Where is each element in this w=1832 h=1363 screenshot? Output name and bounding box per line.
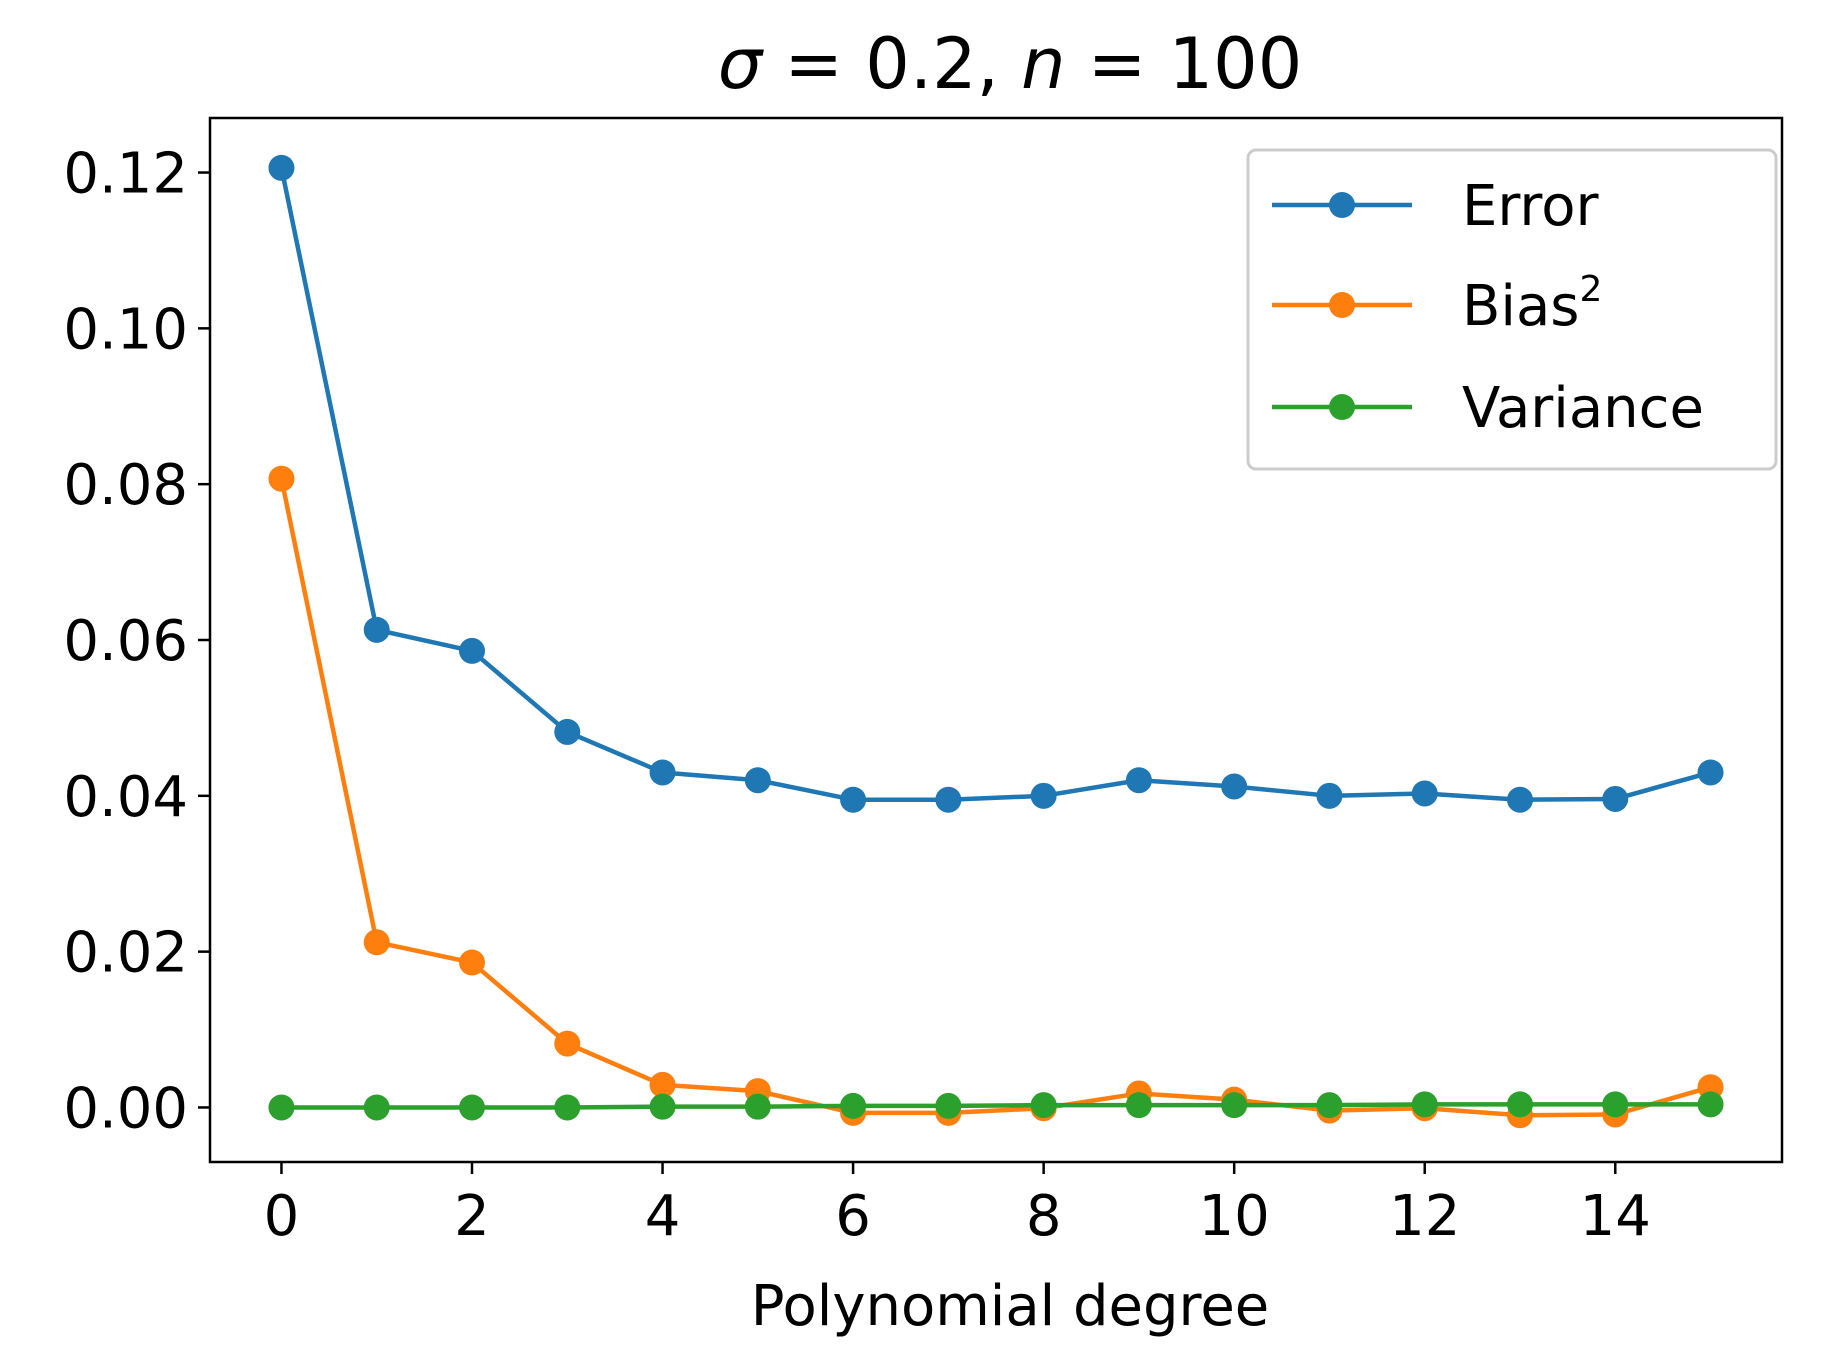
title-n-value: = 100 — [1065, 23, 1302, 105]
data-point-variance-1 — [363, 1094, 390, 1121]
data-point-bias-4 — [649, 1071, 676, 1098]
data-point-error-4 — [649, 759, 676, 786]
x-tick-label-0: 0 — [264, 1184, 300, 1249]
axes-layer: 0 2 4 6 8 10 12 14 0.00 0.02 0.04 0.06 0.08 0.10 0.12 — [63, 116, 1784, 1249]
legend-marker-bias — [1329, 292, 1355, 318]
data-point-variance-15 — [1697, 1091, 1724, 1118]
chart-legend: Error Bias2 Variance — [1246, 148, 1778, 471]
y-tick-label-0.08: 0.08 — [63, 453, 188, 518]
series-line-variance — [281, 1102, 1711, 1110]
data-point-error-8 — [1030, 782, 1057, 809]
y-tick-label-0.10: 0.10 — [63, 297, 188, 362]
legend-marker-variance — [1329, 394, 1355, 420]
data-point-error-9 — [1125, 767, 1152, 794]
series-line-error — [279, 167, 1712, 802]
legend-label-error: Error — [1462, 174, 1599, 239]
legend-label-variance: Variance — [1462, 376, 1704, 441]
title-n-symbol: n — [1021, 23, 1065, 105]
data-point-variance-6 — [840, 1092, 867, 1119]
x-axis-label: Polynomial degree — [751, 1274, 1270, 1339]
data-point-error-1 — [363, 616, 390, 643]
data-point-bias-0 — [268, 465, 295, 492]
x-tick-label-10: 10 — [1199, 1184, 1270, 1249]
data-point-bias-3 — [554, 1030, 581, 1057]
data-point-error-7 — [935, 786, 962, 813]
legend-label-bias: Bias2 — [1462, 269, 1602, 339]
data-point-variance-14 — [1602, 1091, 1629, 1118]
series-line-bias — [279, 478, 1712, 1118]
data-point-error-0 — [268, 154, 295, 181]
data-point-bias-2 — [459, 949, 485, 976]
y-tick-label-0.12: 0.12 — [63, 142, 188, 207]
data-point-variance-12 — [1411, 1091, 1438, 1118]
y-tick-label-0.04: 0.04 — [63, 765, 188, 830]
data-point-error-12 — [1411, 780, 1438, 807]
data-point-error-5 — [744, 767, 771, 794]
y-tick-label-0.02: 0.02 — [63, 921, 188, 986]
x-tick-label-2: 2 — [454, 1184, 490, 1249]
data-point-error-2 — [459, 637, 485, 664]
data-point-error-10 — [1221, 773, 1248, 800]
x-tick-label-14: 14 — [1580, 1184, 1651, 1249]
series-layer — [268, 154, 1724, 1129]
data-point-error-13 — [1507, 786, 1533, 813]
data-point-variance-0 — [268, 1094, 295, 1121]
x-tick-label-4: 4 — [645, 1184, 681, 1249]
data-point-variance-7 — [935, 1092, 962, 1119]
title-sigma-value: = 0.2, — [762, 23, 1021, 105]
x-tick-label-6: 6 — [835, 1184, 871, 1249]
y-tick-label-0.06: 0.06 — [63, 609, 188, 674]
data-point-variance-9 — [1125, 1092, 1152, 1119]
data-point-variance-4 — [649, 1093, 676, 1120]
x-tick-label-8: 8 — [1026, 1184, 1062, 1249]
data-point-error-11 — [1316, 782, 1343, 809]
legend-label-bias-base: Bias — [1462, 274, 1579, 339]
data-point-error-15 — [1697, 759, 1724, 786]
y-tick-label-0.00: 0.00 — [63, 1076, 188, 1141]
chart-title: σ = 0.2, n = 100 — [718, 23, 1303, 105]
data-point-error-6 — [840, 786, 867, 813]
x-tick-label-12: 12 — [1389, 1184, 1460, 1249]
data-point-bias-1 — [363, 929, 390, 956]
data-point-variance-10 — [1221, 1092, 1248, 1119]
data-point-variance-13 — [1507, 1091, 1533, 1118]
legend-frame — [1246, 148, 1778, 471]
legend-label-bias-superscript: 2 — [1579, 269, 1602, 310]
data-point-variance-11 — [1316, 1092, 1343, 1119]
data-point-variance-2 — [459, 1094, 485, 1121]
data-point-variance-5 — [744, 1093, 771, 1120]
title-sigma-symbol: σ — [718, 23, 765, 105]
data-point-variance-3 — [554, 1094, 581, 1121]
data-point-error-3 — [554, 718, 581, 745]
legend-marker-error — [1329, 192, 1355, 218]
data-point-variance-8 — [1030, 1092, 1057, 1119]
data-point-error-14 — [1602, 785, 1629, 812]
